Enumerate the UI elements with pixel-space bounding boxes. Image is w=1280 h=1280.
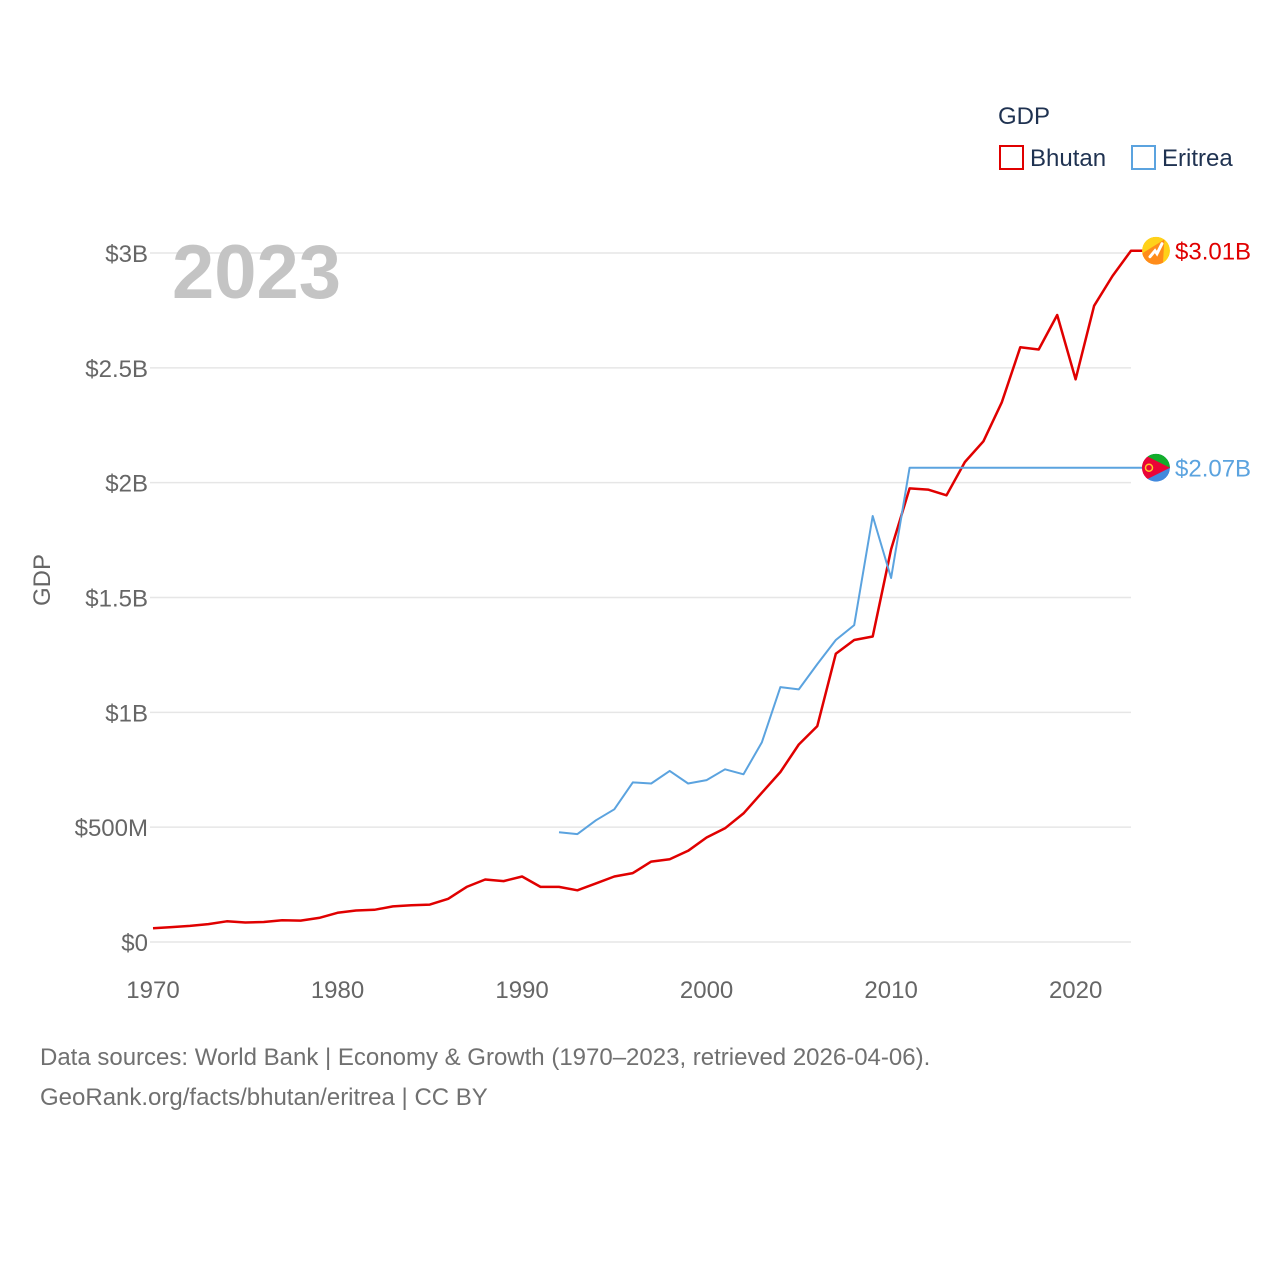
y-tick-label: $1.5B	[85, 586, 148, 613]
y-tick-label: $1B	[105, 700, 148, 727]
legend[interactable]: GDP Bhutan Eritrea	[998, 103, 1233, 172]
eritrea-flag-icon	[1142, 453, 1170, 482]
x-tick-label: 1970	[126, 977, 179, 1004]
y-tick-label: $500M	[75, 815, 148, 842]
bhutan-flag-icon	[1142, 236, 1170, 265]
eritrea-line[interactable]	[558, 466, 1156, 836]
y-tick-label: $3B	[105, 241, 148, 268]
y-tick-label: $0	[121, 930, 148, 957]
footer-link[interactable]: GeoRank.org/facts/bhutan/eritrea | CC BY	[40, 1084, 488, 1111]
legend-label-eritrea[interactable]: Eritrea	[1162, 145, 1233, 172]
series-lines	[152, 249, 1156, 930]
legend-title: GDP	[998, 103, 1050, 130]
eritrea-end-value-label: $2.07B	[1175, 456, 1251, 483]
footer-sources: Data sources: World Bank | Economy & Gro…	[40, 1044, 931, 1071]
bhutan-end-value-label: $3.01B	[1175, 239, 1251, 266]
y-gridlines	[150, 252, 1131, 943]
legend-swatch-bhutan[interactable]	[999, 145, 1024, 170]
legend-label-bhutan[interactable]: Bhutan	[1030, 145, 1106, 172]
year-label: 2023	[172, 230, 341, 315]
x-tick-label: 2000	[680, 977, 733, 1004]
x-tick-label: 1980	[311, 977, 364, 1004]
x-tick-label: 2010	[864, 977, 917, 1004]
legend-swatch-eritrea[interactable]	[1131, 145, 1156, 170]
y-tick-label: $2.5B	[85, 356, 148, 383]
y-tick-labels: $0 $500M $1B $1.5B $2B $2.5B $3B	[75, 241, 148, 957]
y-tick-label: $2B	[105, 471, 148, 498]
x-tick-label: 1990	[495, 977, 548, 1004]
x-tick-label: 2020	[1049, 977, 1102, 1004]
y-axis-label: GDP	[29, 554, 56, 606]
bhutan-line[interactable]	[152, 249, 1156, 930]
x-tick-labels: 1970 1980 1990 2000 2010 2020	[126, 977, 1102, 1004]
series-end-markers: $3.01B $2.07B	[1142, 236, 1251, 483]
